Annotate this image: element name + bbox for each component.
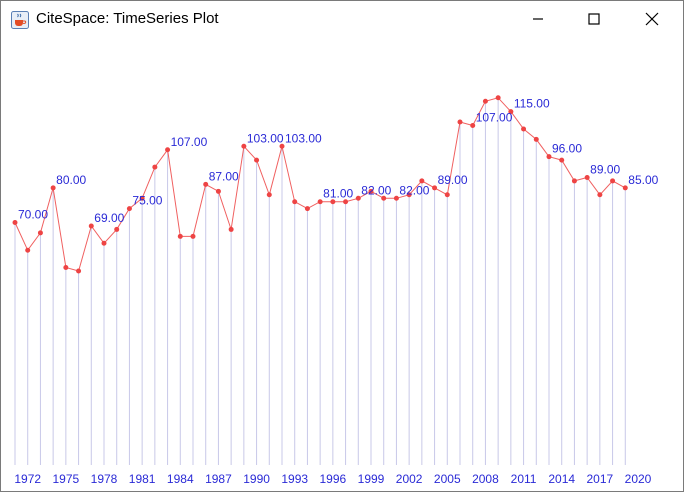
java-coffee-cup-icon [11,11,29,29]
data-point [254,157,260,163]
x-tick-label: 2014 [548,472,575,486]
data-point [444,192,450,198]
data-label: 80.00 [56,173,86,187]
data-point [76,268,82,274]
data-point [50,185,56,191]
data-point [419,178,425,184]
close-button[interactable] [629,1,675,37]
data-label: 85.00 [628,173,658,187]
x-axis-tick-labels: 1972 1975 1978 1981 1984 1987 1990 1993 1996 1999… [14,472,651,486]
data-point [343,199,349,205]
data-point [521,126,527,132]
data-point [622,185,628,191]
data-point [368,188,374,194]
x-tick-label: 2002 [396,472,423,486]
x-tick-label: 1987 [205,472,232,486]
data-point [406,192,412,198]
data-point [533,136,539,142]
data-labels: 70.00 80.00 69.00 75.00 107.00 87.00 103.00 103… [18,97,659,225]
x-tick-label: 1993 [281,472,308,486]
data-point [393,195,399,201]
data-point [12,220,18,225]
x-tick-label: 1975 [53,472,80,486]
minimize-icon [533,18,543,20]
data-label: 96.00 [552,142,582,156]
data-point [584,174,590,180]
window-title: CiteSpace: TimeSeries Plot [36,10,219,27]
data-point [597,192,603,198]
x-tick-label: 2017 [587,472,614,486]
data-point [88,223,94,229]
data-point [495,95,501,101]
data-point [63,265,69,271]
data-label: 89.00 [438,173,468,187]
data-point [432,185,438,191]
x-tick-label: 2008 [472,472,499,486]
data-point [482,98,488,104]
data-label: 107.00 [476,111,513,125]
data-label: 107.00 [171,135,208,149]
data-label: 82.00 [361,183,391,197]
data-point [381,195,387,201]
close-icon [645,12,659,26]
data-point [165,147,171,153]
data-label: 103.00 [285,131,322,145]
data-point [126,206,132,212]
data-point [266,192,272,198]
data-point [304,206,310,212]
data-point [25,247,31,253]
data-label: 103.00 [247,131,284,145]
data-label: 115.00 [514,97,550,111]
data-point [190,233,196,239]
data-label: 89.00 [590,162,620,176]
data-point [152,164,158,170]
x-tick-label: 1999 [358,472,385,486]
data-point [114,226,120,232]
data-point [241,143,247,149]
data-point [330,199,336,205]
data-label: 87.00 [209,169,239,183]
data-point [470,123,476,128]
data-label: 81.00 [323,187,353,201]
x-tick-label: 1978 [91,472,118,486]
x-tick-label: 2005 [434,472,461,486]
timeseries-chart: 70.00 80.00 69.00 75.00 107.00 87.00 103.00 103… [12,95,659,486]
data-point [228,226,234,232]
maximize-icon [588,13,600,25]
title-bar[interactable]: CiteSpace: TimeSeries Plot [1,1,683,39]
data-point [610,178,616,184]
x-tick-label: 2011 [511,472,537,486]
data-label: 82.00 [399,183,429,197]
data-point [203,181,209,187]
data-point [508,109,514,115]
data-label: 75.00 [132,194,162,208]
data-point [355,195,361,201]
data-point [139,195,145,201]
data-point [177,233,183,239]
data-point [317,199,323,205]
data-point [101,240,107,246]
x-tick-label: 1996 [320,472,347,486]
data-point [215,188,221,194]
minimize-button[interactable] [515,1,561,37]
data-point [546,154,552,160]
data-point [457,119,463,125]
data-label: 70.00 [18,208,48,222]
data-label: 69.00 [94,211,124,225]
x-tick-label: 1984 [167,472,194,486]
x-tick-label: 1972 [14,472,41,486]
data-point [292,199,298,205]
data-point [279,143,285,149]
data-point [571,178,577,184]
x-tick-label: 2020 [625,472,652,486]
data-markers [12,95,628,274]
data-point [37,230,43,236]
maximize-button[interactable] [571,1,617,37]
x-tick-label: 1990 [243,472,270,486]
stem-lines [14,97,626,465]
x-tick-label: 1981 [129,472,156,486]
data-point [559,157,565,163]
timeseries-plot-area: 70.00 80.00 69.00 75.00 107.00 87.00 103.00 103… [1,39,683,491]
